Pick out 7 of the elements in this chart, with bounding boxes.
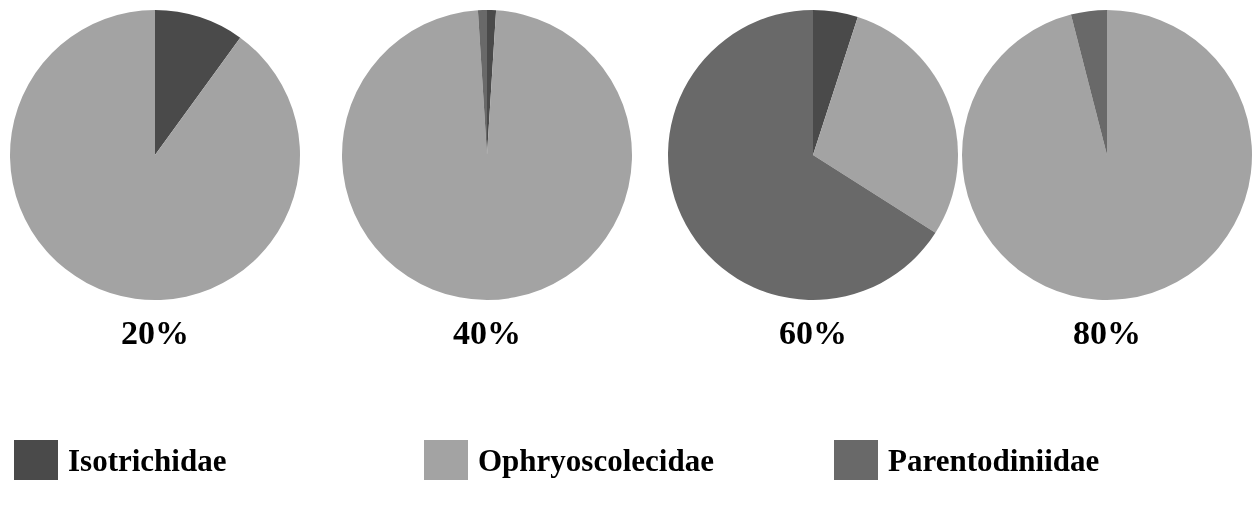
slice-label: 80%	[1072, 314, 1142, 352]
slice-label: 20%	[120, 314, 190, 352]
legend-label: Ophryoscolecidae	[478, 442, 714, 478]
slice-label: 60%	[778, 314, 848, 352]
legend-label: Isotrichidae	[68, 442, 227, 478]
legend-label: Parentodiniidae	[888, 442, 1100, 478]
slice-label: 40%	[452, 314, 522, 352]
